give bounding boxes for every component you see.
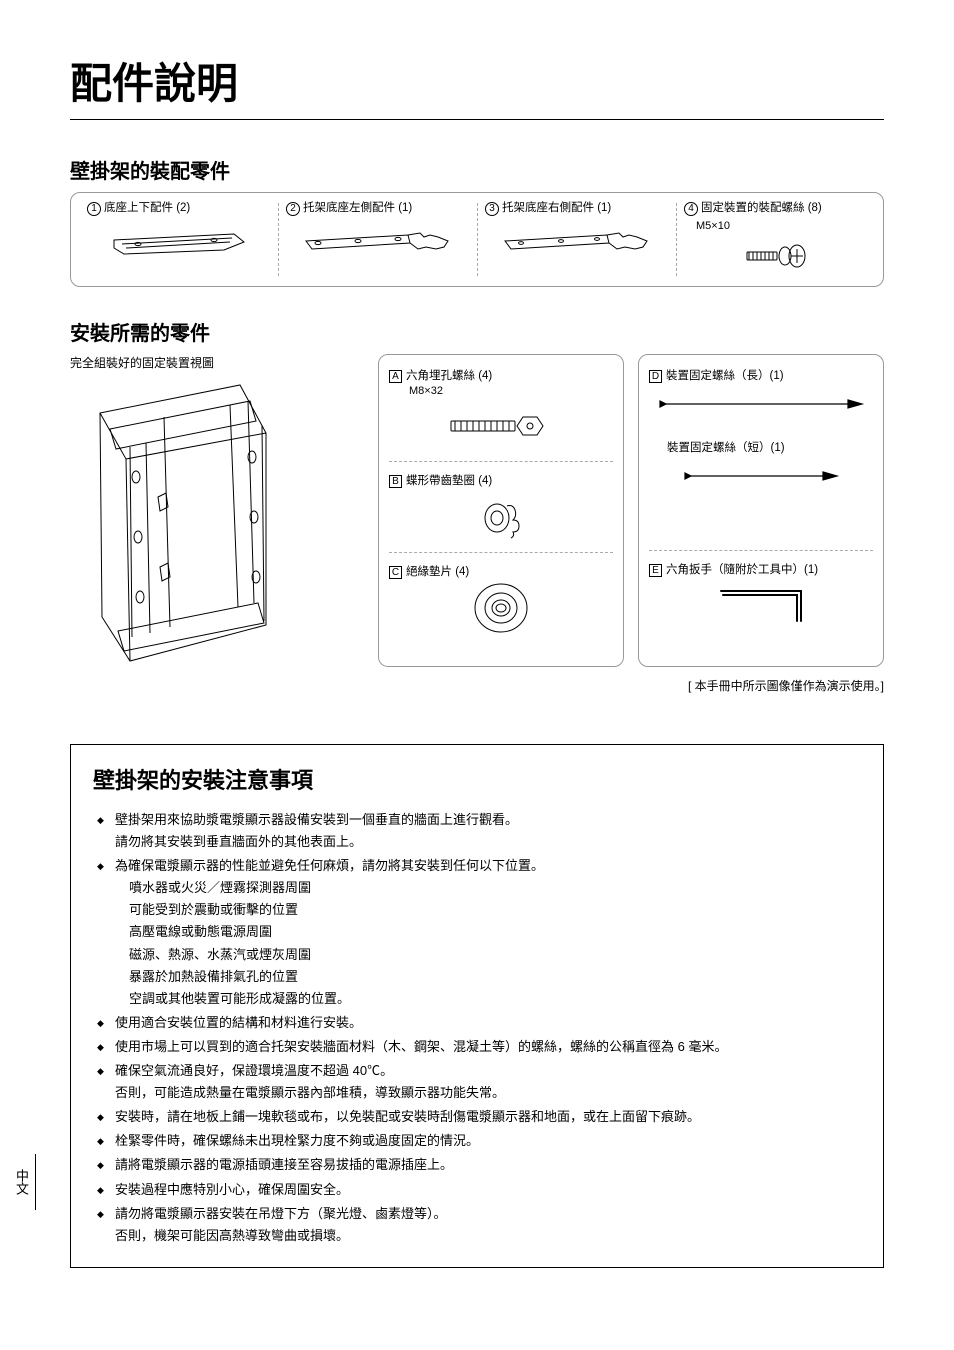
notice-main: 使用市場上可以買到的適合托架安裝牆面材料（木、鋼架、混凝土等）的螺絲，螺絲的公稱… — [115, 1039, 727, 1054]
tooth-washer-icon — [389, 492, 613, 542]
part-number: 2 — [286, 202, 300, 216]
install-text: 裝置固定螺絲（長）(1) — [666, 370, 784, 382]
install-item-a: A 六角埋孔螺絲 (4) M8×32 — [389, 363, 613, 461]
install-right-cols: A六角埋孔螺絲 (4) M8×32 B蝶形帶齒墊 — [378, 354, 884, 667]
part-cell-2: 2托架底座左側配件 (1) — [278, 199, 477, 280]
notice-subline: 噴水器或火災／煙霧探測器周圍 — [115, 877, 861, 899]
notice-item: 確保空氣流通良好，保證環境溫度不超過 40℃。否則，可能造成熱量在電漿顯示器內部… — [93, 1060, 861, 1104]
install-letter: A — [389, 370, 402, 383]
part-text: 固定裝置的裝配螺絲 (8) — [701, 202, 822, 214]
install-sub: M8×32 — [409, 385, 613, 397]
part-cell-3: 3托架底座右側配件 (1) — [477, 199, 676, 280]
install-label-short: 裝置固定螺絲（短）(1) — [667, 439, 873, 455]
insulator-spacer-icon — [389, 583, 613, 633]
install-label: A 六角埋孔螺絲 (4) — [389, 367, 613, 383]
notice-list: 壁掛架用來協助漿電漿顯示器設備安裝到一個垂直的牆面上進行觀看。請勿將其安裝到垂直… — [93, 809, 861, 1247]
long-anchor-icon — [649, 387, 873, 421]
notice-subline: 高壓電線或動態電源周圍 — [115, 921, 861, 943]
part-image-right-bracket — [485, 220, 668, 268]
hex-bolt-icon — [389, 401, 613, 451]
install-letter: E — [649, 564, 662, 577]
part-label: 3托架底座右側配件 (1) — [485, 199, 668, 216]
part-cell-4: 4固定裝置的裝配螺絲 (8) M5×10 — [676, 199, 875, 280]
part-image-left-bracket — [286, 220, 469, 268]
part-image-base — [87, 220, 270, 268]
part-label: 4固定裝置的裝配螺絲 (8) — [684, 199, 867, 216]
notice-item: 使用適合安裝位置的結構和材料進行安裝。 — [93, 1012, 861, 1034]
notice-main: 使用適合安裝位置的結構和材料進行安裝。 — [115, 1015, 362, 1030]
part-image-screw — [684, 232, 867, 280]
install-label: C 絕緣墊片 (4) — [389, 563, 613, 579]
notice-subline: 空調或其他裝置可能形成凝露的位置。 — [115, 988, 861, 1010]
install-row: 完全組裝好的固定裝置視圖 — [70, 354, 884, 667]
notice-subline: 否則，可能造成熱量在電漿顯示器內部堆積，導致顯示器功能失常。 — [115, 1082, 861, 1104]
install-letter: B — [389, 475, 402, 488]
section1-title: 壁掛架的裝配零件 — [70, 155, 884, 184]
notice-box: 壁掛架的安裝注意事項 壁掛架用來協助漿電漿顯示器設備安裝到一個垂直的牆面上進行觀… — [70, 744, 884, 1268]
notice-item: 壁掛架用來協助漿電漿顯示器設備安裝到一個垂直的牆面上進行觀看。請勿將其安裝到垂直… — [93, 809, 861, 853]
notice-item: 安裝時，請在地板上鋪一塊軟毯或布，以免裝配或安裝時刮傷電漿顯示器和地面，或在上面… — [93, 1106, 861, 1128]
section2-title: 安裝所需的零件 — [70, 317, 884, 346]
notice-main: 栓緊零件時，確保螺絲未出現栓緊力度不夠或過度固定的情況。 — [115, 1133, 479, 1148]
notice-item: 請勿將電漿顯示器安裝在吊燈下方（聚光燈、鹵素燈等）。否則，機架可能因高熱導致彎曲… — [93, 1203, 861, 1247]
notice-main: 請將電漿顯示器的電源插頭連接至容易拔插的電源插座上。 — [115, 1157, 453, 1172]
install-item-e: E 六角扳手（隨附於工具中）(1) — [649, 550, 873, 658]
part-number: 1 — [87, 202, 101, 216]
assembly-parts-row: 1底座上下配件 (2) 2托架底座左側配件 (1) — [70, 192, 884, 287]
assembled-view-diagram — [70, 377, 290, 667]
hex-key-icon — [649, 581, 873, 631]
notice-title: 壁掛架的安裝注意事項 — [93, 763, 861, 795]
install-item-b: B 蝶形帶齒墊圈 (4) — [389, 461, 613, 552]
language-tab: 中文 — [12, 1154, 36, 1210]
notice-main: 確保空氣流通良好，保證環境溫度不超過 40℃。 — [115, 1063, 393, 1078]
assembled-caption: 完全組裝好的固定裝置視圖 — [70, 354, 360, 371]
install-col-de: D 裝置固定螺絲（長）(1) 裝置固定螺絲（短）(1) — [638, 354, 884, 667]
notice-subline: 可能受到於震動或衝擊的位置 — [115, 899, 861, 921]
install-letter: C — [389, 566, 402, 579]
notice-subline: 暴露於加熱設備排氣孔的位置 — [115, 966, 861, 988]
install-label: B 蝶形帶齒墊圈 (4) — [389, 472, 613, 488]
install-label: D 裝置固定螺絲（長）(1) — [649, 367, 873, 383]
install-col-abc: A六角埋孔螺絲 (4) M8×32 B蝶形帶齒墊 — [378, 354, 624, 667]
part-number: 4 — [684, 202, 698, 216]
notice-subline: 請勿將其安裝到垂直牆面外的其他表面上。 — [115, 831, 861, 853]
install-letter: D — [649, 370, 662, 383]
install-text: 蝶形帶齒墊圈 (4) — [406, 475, 492, 487]
install-left-col: 完全組裝好的固定裝置視圖 — [70, 354, 360, 667]
part-text: 托架底座左側配件 (1) — [303, 202, 412, 214]
install-item-d: D 裝置固定螺絲（長）(1) 裝置固定螺絲（短）(1) — [649, 363, 873, 550]
part-sub: M5×10 — [696, 220, 867, 232]
install-item-c: C 絕緣墊片 (4) — [389, 552, 613, 643]
short-anchor-icon — [649, 459, 873, 493]
page-title: 配件說明 — [70, 50, 884, 120]
install-text: 六角扳手（隨附於工具中）(1) — [666, 564, 818, 576]
notice-main: 請勿將電漿顯示器安裝在吊燈下方（聚光燈、鹵素燈等）。 — [115, 1206, 447, 1221]
notice-item: 請將電漿顯示器的電源插頭連接至容易拔插的電源插座上。 — [93, 1154, 861, 1176]
notice-item: 使用市場上可以買到的適合托架安裝牆面材料（木、鋼架、混凝土等）的螺絲，螺絲的公稱… — [93, 1036, 861, 1058]
notice-item: 栓緊零件時，確保螺絲未出現栓緊力度不夠或過度固定的情況。 — [93, 1130, 861, 1152]
disclaimer: [ 本手冊中所示圖像僅作為演示使用。] — [70, 677, 884, 694]
notice-main: 為確保電漿顯示器的性能並避免任何麻煩，請勿將其安裝到任何以下位置。 — [115, 858, 544, 873]
notice-main: 安裝時，請在地板上鋪一塊軟毯或布，以免裝配或安裝時刮傷電漿顯示器和地面，或在上面… — [115, 1109, 700, 1124]
install-text: 絕緣墊片 (4) — [406, 566, 469, 578]
notice-subline: 磁源、熱源、水蒸汽或煙灰周圍 — [115, 944, 861, 966]
part-cell-1: 1底座上下配件 (2) — [79, 199, 278, 280]
install-label: E 六角扳手（隨附於工具中）(1) — [649, 561, 873, 577]
notice-item: 安裝過程中應特別小心，確保周圍安全。 — [93, 1179, 861, 1201]
part-text: 托架底座右側配件 (1) — [502, 202, 611, 214]
part-label: 1底座上下配件 (2) — [87, 199, 270, 216]
notice-main: 壁掛架用來協助漿電漿顯示器設備安裝到一個垂直的牆面上進行觀看。 — [115, 812, 518, 827]
notice-subline: 否則，機架可能因高熱導致彎曲或損壞。 — [115, 1225, 861, 1247]
install-text: 六角埋孔螺絲 (4) — [406, 370, 492, 382]
notice-main: 安裝過程中應特別小心，確保周圍安全。 — [115, 1182, 349, 1197]
part-text: 底座上下配件 (2) — [104, 202, 190, 214]
notice-item: 為確保電漿顯示器的性能並避免任何麻煩，請勿將其安裝到任何以下位置。噴水器或火災／… — [93, 855, 861, 1010]
part-number: 3 — [485, 202, 499, 216]
part-label: 2托架底座左側配件 (1) — [286, 199, 469, 216]
